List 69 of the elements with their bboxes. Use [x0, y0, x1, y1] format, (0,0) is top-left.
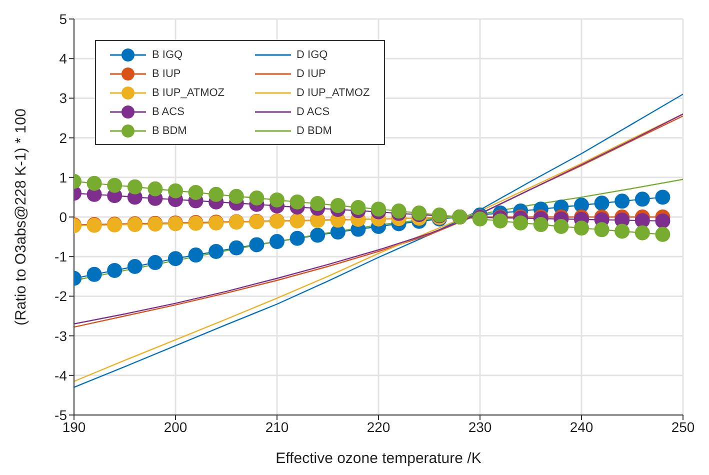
y-tick-label: 2: [59, 130, 68, 146]
y-tick-label: 0: [59, 208, 68, 225]
point: [86, 176, 102, 191]
point: [168, 183, 183, 198]
point: [655, 213, 670, 228]
legend-label: B IGQ: [152, 48, 183, 60]
point: [554, 219, 569, 234]
legend-label: D IUP: [296, 68, 326, 80]
point: [310, 196, 326, 212]
point: [310, 228, 326, 243]
x-tick-label: 220: [366, 418, 390, 435]
x-tick-label: 210: [265, 418, 289, 435]
point: [655, 190, 670, 205]
point: [634, 213, 650, 228]
point: [634, 225, 650, 240]
point: [228, 240, 244, 256]
point: [655, 226, 670, 242]
point: [249, 237, 264, 252]
point: [249, 190, 264, 206]
point: [533, 217, 548, 232]
y-tick-label: -1: [54, 248, 68, 265]
point: [330, 198, 346, 214]
y-tick-label: -4: [54, 367, 68, 384]
legend-label: B ACS: [152, 106, 184, 118]
point: [574, 220, 589, 236]
legend-label: D IGQ: [296, 48, 328, 60]
point: [634, 192, 650, 207]
x-axis-title: Effective ozone temperature /K: [276, 450, 482, 467]
point: [492, 213, 508, 228]
point: [614, 194, 630, 209]
point: [208, 244, 224, 259]
point: [148, 181, 163, 196]
y-tick-label: 1: [59, 169, 68, 186]
legend-label: D ACS: [296, 106, 330, 118]
point: [188, 248, 204, 263]
point: [290, 194, 305, 210]
y-tick-label: -2: [54, 288, 68, 304]
point: [107, 178, 122, 193]
point: [350, 200, 366, 215]
point: [594, 196, 610, 211]
legend-label: D BDM: [296, 124, 332, 136]
legend-label: D IUP_ATMOZ: [296, 86, 370, 98]
x-tick-label: 250: [671, 418, 695, 435]
y-tick-label: -3: [54, 328, 68, 344]
point: [188, 184, 204, 200]
point: [127, 179, 142, 194]
point: [228, 188, 244, 204]
y-tick-label: 3: [59, 90, 68, 106]
point: [290, 230, 305, 246]
y-axis-title: (Ratio to O3abs@228 K-1) * 100: [12, 108, 30, 326]
point: [614, 224, 630, 239]
y-tick-label: 4: [59, 50, 68, 67]
legend-label: B BDM: [152, 124, 187, 136]
point: [86, 266, 102, 282]
point: [168, 251, 183, 266]
x-tick-label: 240: [570, 418, 594, 435]
point: [270, 234, 284, 250]
x-tick-label: 230: [468, 418, 492, 435]
x-tick-label: 200: [164, 418, 188, 435]
point: [107, 262, 122, 278]
legend-label: B IUP_ATMOZ: [152, 86, 225, 98]
legend-label: B IUP: [152, 68, 181, 80]
y-tick-label: 5: [59, 10, 68, 27]
point: [513, 215, 528, 230]
point: [208, 186, 224, 202]
point: [594, 222, 610, 238]
point: [148, 255, 163, 270]
point: [270, 192, 284, 208]
point: [127, 259, 142, 274]
